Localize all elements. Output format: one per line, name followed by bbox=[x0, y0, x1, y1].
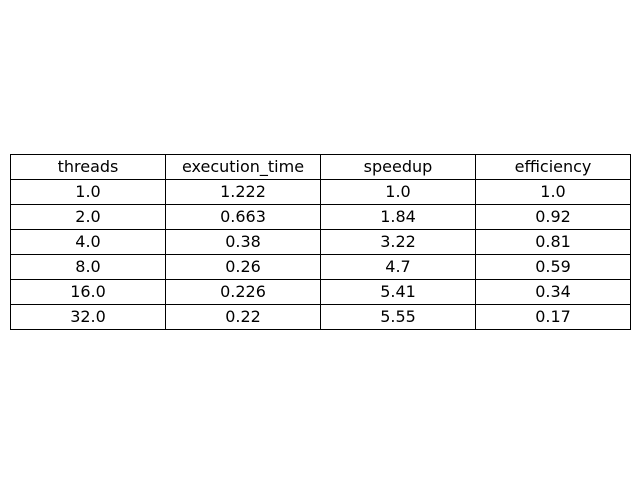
table-cell: 1.0 bbox=[10, 179, 166, 205]
table-cell: 0.663 bbox=[165, 204, 321, 230]
table-cell: 1.0 bbox=[320, 179, 476, 205]
table-cell: 2.0 bbox=[10, 204, 166, 230]
table-row: 4.0 0.38 3.22 0.81 bbox=[10, 229, 631, 255]
table-cell: 16.0 bbox=[10, 279, 166, 305]
table-cell: 4.7 bbox=[320, 254, 476, 280]
table-cell: 5.41 bbox=[320, 279, 476, 305]
table-cell: 32.0 bbox=[10, 304, 166, 330]
table-cell: 1.0 bbox=[475, 179, 631, 205]
table-cell: 1.222 bbox=[165, 179, 321, 205]
table-row: 16.0 0.226 5.41 0.34 bbox=[10, 279, 631, 305]
table-header-row: threads execution_time speedup efficienc… bbox=[10, 154, 631, 180]
data-table: threads execution_time speedup efficienc… bbox=[10, 154, 631, 330]
table-cell: 4.0 bbox=[10, 229, 166, 255]
column-header: efficiency bbox=[475, 154, 631, 180]
column-header: speedup bbox=[320, 154, 476, 180]
column-header: execution_time bbox=[165, 154, 321, 180]
table-cell: 0.26 bbox=[165, 254, 321, 280]
table-cell: 8.0 bbox=[10, 254, 166, 280]
table-cell: 0.17 bbox=[475, 304, 631, 330]
table-cell: 0.92 bbox=[475, 204, 631, 230]
table-row: 8.0 0.26 4.7 0.59 bbox=[10, 254, 631, 280]
table-row: 1.0 1.222 1.0 1.0 bbox=[10, 179, 631, 205]
table-cell: 0.226 bbox=[165, 279, 321, 305]
table-cell: 3.22 bbox=[320, 229, 476, 255]
table-row: 2.0 0.663 1.84 0.92 bbox=[10, 204, 631, 230]
table-cell: 5.55 bbox=[320, 304, 476, 330]
table-cell: 0.22 bbox=[165, 304, 321, 330]
table-row: 32.0 0.22 5.55 0.17 bbox=[10, 304, 631, 330]
column-header: threads bbox=[10, 154, 166, 180]
table-cell: 1.84 bbox=[320, 204, 476, 230]
table-cell: 0.38 bbox=[165, 229, 321, 255]
table-cell: 0.59 bbox=[475, 254, 631, 280]
table-cell: 0.81 bbox=[475, 229, 631, 255]
table-cell: 0.34 bbox=[475, 279, 631, 305]
